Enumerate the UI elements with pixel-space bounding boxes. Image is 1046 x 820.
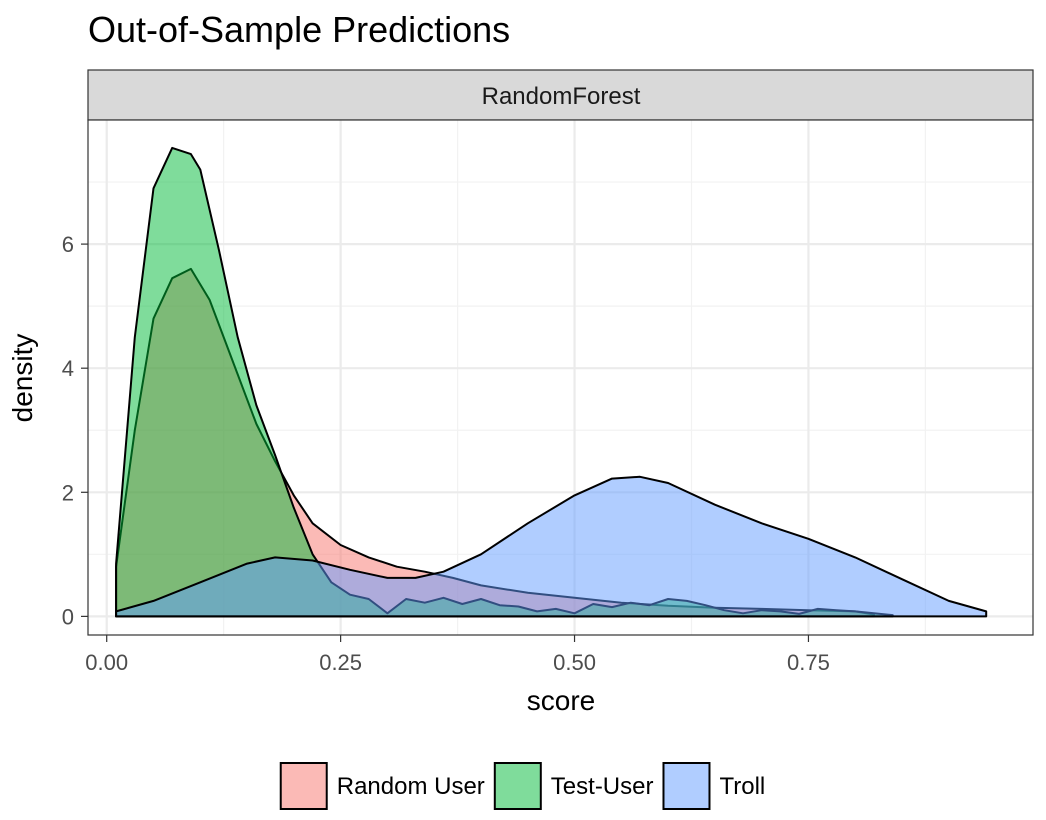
y-tick-label: 2 <box>62 480 74 505</box>
x-axis-title: score <box>527 685 595 716</box>
density-areas <box>115 146 988 618</box>
panel-border <box>87 119 1034 636</box>
density-area-troll <box>115 475 988 618</box>
y-tick-label: 4 <box>62 356 74 381</box>
legend: Random User Test-User Troll <box>279 762 765 810</box>
legend-label-test-user: Test-User <box>551 773 654 800</box>
x-tick-label: 0.25 <box>319 650 362 675</box>
x-tick-label: 0.00 <box>85 650 128 675</box>
x-tick-label: 0.50 <box>553 650 596 675</box>
y-tick-label: 0 <box>62 604 74 629</box>
y-axis-title: density <box>7 334 38 423</box>
x-tick-label: 0.75 <box>787 650 830 675</box>
legend-key-random-user <box>279 762 328 810</box>
legend-label-random-user: Random User <box>337 773 485 800</box>
axes: 0.00 0.25 0.50 0.75 0 2 4 6 <box>62 232 830 675</box>
legend-key-test-user <box>493 762 542 810</box>
facet-strip <box>87 69 1034 121</box>
legend-label-troll: Troll <box>719 773 765 800</box>
facet-label: RandomForest <box>482 83 641 110</box>
y-tick-label: 6 <box>62 232 74 257</box>
chart-title: Out-of-Sample Predictions <box>88 9 510 50</box>
legend-key-troll <box>662 762 711 810</box>
